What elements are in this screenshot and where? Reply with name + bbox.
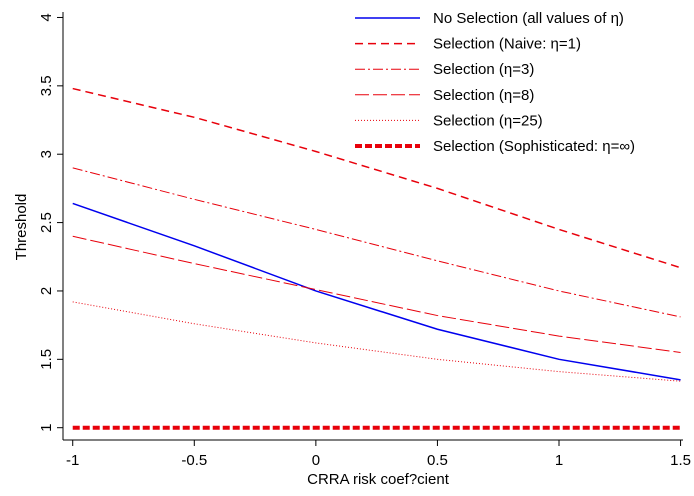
series-line — [72, 235, 681, 353]
legend-label: Selection (η=3) — [433, 61, 534, 78]
legend-label: Selection (η=8) — [433, 87, 534, 104]
x-axis-label: CRRA risk coef?cient — [307, 471, 450, 488]
x-tick-label: 0 — [312, 452, 320, 469]
series-line — [72, 202, 681, 381]
x-tick-label: -0.5 — [181, 452, 207, 469]
legend-label: Selection (η=25) — [433, 112, 543, 129]
legend-label: No Selection (all values of η) — [433, 10, 624, 27]
x-tick-label: 1 — [555, 452, 563, 469]
y-tick-label: 4 — [38, 13, 55, 21]
x-tick-label: -1 — [66, 452, 79, 469]
series-line — [72, 87, 681, 269]
y-tick-label: 1.5 — [38, 349, 55, 370]
series-line — [72, 167, 681, 318]
y-tick-label: 3 — [38, 150, 55, 158]
y-tick-label: 2.5 — [38, 212, 55, 233]
y-tick-label: 1 — [38, 424, 55, 432]
y-tick-label: 2 — [38, 287, 55, 295]
legend-label: Selection (Sophisticated: η=∞) — [433, 138, 635, 155]
y-tick-label: 3.5 — [38, 75, 55, 96]
legend-label: Selection (Naive: η=1) — [433, 36, 581, 53]
x-tick-label: 1.5 — [670, 452, 691, 469]
series-line — [72, 301, 681, 382]
x-tick-label: 0.5 — [427, 452, 448, 469]
y-axis-label: Threshold — [13, 194, 30, 261]
